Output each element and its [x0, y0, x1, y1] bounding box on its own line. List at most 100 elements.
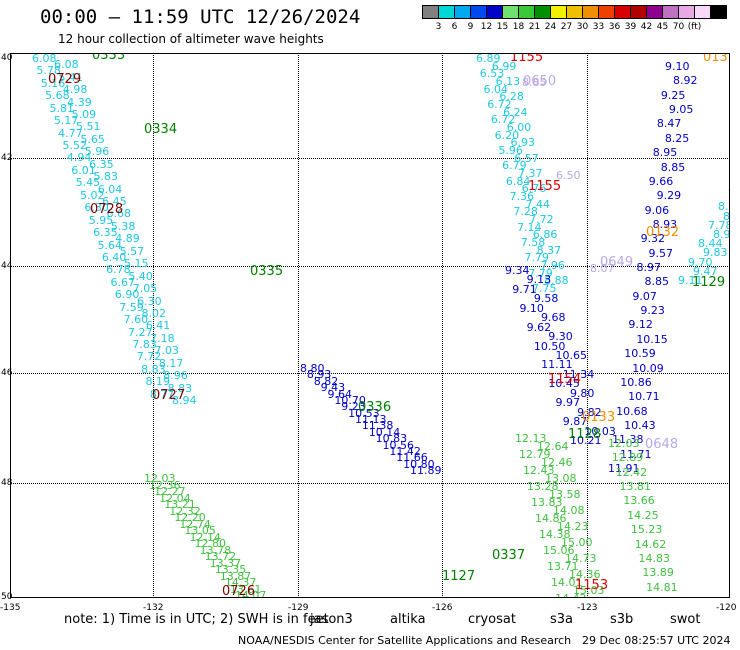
pass-time-label: 0729 [48, 72, 82, 87]
wave-height-value: 4.98 [62, 83, 88, 97]
wave-height-value: 6.67 [110, 275, 136, 289]
pass-time-label: 0335 [250, 264, 284, 279]
wave-height-value: 6.90 [114, 288, 140, 302]
wave-height-value: 11.11 [541, 358, 573, 372]
wave-height-value: 6.30 [84, 201, 109, 215]
wave-height-value: 12.46 [541, 456, 573, 469]
wave-height-value: 7.79 [528, 266, 553, 280]
pass-time-label: 0649 [600, 255, 634, 270]
wave-height-value: 13.72 [204, 550, 237, 564]
map-title: 00:00 — 11:59 UTC 12/26/2024 [40, 6, 361, 28]
wave-height-value: 13.37 [209, 556, 242, 570]
grid-line-lat [10, 158, 730, 159]
pass-time-label: 0648 [645, 437, 679, 452]
wave-height-value: 9.11 [678, 274, 703, 287]
grid-line-lon [587, 53, 588, 598]
pass-time-label: 0133 [582, 410, 616, 425]
wave-height-value: 13.21 [164, 498, 196, 512]
wave-height-value: 11.34 [562, 367, 595, 381]
wave-height-value: 12.20 [174, 511, 206, 525]
wave-height-value: 8.93 [306, 368, 332, 382]
wave-height-value: 4.89 [115, 232, 140, 246]
wave-height-value: 9.87 [562, 415, 588, 429]
lon-label: -132 [143, 603, 164, 613]
wave-height-value: 14.25 [627, 508, 659, 522]
wave-height-value: 6.72 [487, 98, 512, 111]
wave-height-value: 8.97 [636, 261, 662, 274]
pass-time-label: 1154 [548, 372, 582, 387]
wave-height-value: 8.94 [172, 394, 197, 407]
wave-height-value: 12.36 [149, 478, 181, 492]
wave-height-value: 9.68 [541, 311, 566, 325]
wave-height-value: 9.62 [526, 320, 552, 334]
lon-label: -135 [0, 603, 21, 613]
wave-height-value: 5.95 [88, 213, 114, 227]
wave-height-value: 6.08 [32, 53, 57, 65]
wave-height-value: 14.23 [557, 520, 589, 533]
wave-height-value: 11.71 [620, 447, 652, 461]
wave-height-value: 5.78 [36, 64, 61, 78]
grid-line-lat [10, 266, 730, 267]
wave-height-value: 8.95 [652, 146, 678, 160]
wave-height-value: 12.42 [615, 465, 648, 479]
wave-height-value: 10.50 [533, 339, 566, 353]
wave-height-value: 6.93 [510, 136, 536, 150]
wave-height-value: 7.83 [132, 338, 157, 352]
wave-height-value: 11.13 [355, 413, 387, 426]
wave-height-value: 4.77 [58, 126, 83, 140]
wave-height-value: 12.32 [169, 504, 201, 518]
wave-height-value: 8.25 [664, 131, 690, 145]
wave-height-value: 7.72 [136, 350, 162, 364]
legend-altika: altika [390, 612, 426, 627]
wave-height-value: 14.62 [634, 537, 667, 551]
grid-line-lon [298, 53, 299, 598]
wave-height-value: 9.58 [533, 292, 559, 306]
legend-jason3: jason3 [310, 612, 353, 627]
wave-height-value: 8.19 [145, 375, 170, 389]
pass-time-label: 1129 [692, 275, 726, 290]
wave-height-value: 14.37 [224, 576, 257, 590]
pass-time-label: 1128 [568, 427, 602, 442]
wave-height-value: 5.17 [53, 114, 79, 128]
colorbar-label: 27 [560, 22, 573, 32]
wave-height-value: 7.75 [532, 282, 557, 295]
colorbar-label: (ft) [687, 22, 702, 32]
wave-height-value: 8.80 [300, 362, 325, 375]
wave-height-value: 13.28 [527, 480, 559, 493]
wave-height-value: 5.15 [124, 257, 149, 271]
wave-height-value: 4.39 [67, 95, 92, 109]
wave-height-value: 5.83 [93, 170, 118, 184]
wave-height-value: 8.93 [652, 217, 678, 231]
wave-height-value: 6.04 [97, 182, 123, 196]
wave-height-value: 8.83 [167, 381, 193, 395]
wave-height-value: 8.07 [590, 262, 615, 275]
wave-height-value: 9.70 [688, 255, 713, 269]
wave-height-value: 11.38 [361, 419, 394, 433]
lat-label: 44 [1, 261, 13, 271]
wave-height-value: 15.06 [543, 544, 575, 557]
wave-height-value: 10.68 [616, 404, 648, 418]
colorbar-swatch [710, 5, 727, 19]
lon-label: -129 [288, 603, 309, 613]
colorbar-swatch [470, 5, 487, 19]
colorbar-label: 33 [592, 22, 605, 32]
lat-label: 40 [1, 53, 13, 63]
colorbar-swatch [598, 5, 615, 19]
wave-height-value: 12.13 [515, 432, 547, 445]
colorbar-label: 45 [656, 22, 669, 32]
wave-height-value: 6.40 [101, 250, 127, 264]
wave-height-value: 13.89 [642, 566, 674, 580]
wave-height-value: 5.38 [110, 219, 136, 233]
wave-height-value: 9.29 [656, 189, 682, 203]
wave-height-value: 13.71 [547, 560, 579, 573]
wave-height-value: 8.03 [718, 200, 730, 214]
wave-height-value: 7.27 [128, 325, 153, 339]
wave-height-value: 7.37 [518, 167, 543, 180]
colorbar-swatch [694, 5, 711, 19]
wave-height-value: 7.96 [540, 259, 565, 272]
wave-height-value: 10.80 [403, 457, 435, 471]
wave-height-value: 6.79 [502, 159, 527, 173]
wave-height-value: 5.51 [76, 120, 101, 134]
wave-height-value: 12.04 [159, 491, 191, 505]
wave-height-value: 14.07 [234, 589, 267, 598]
